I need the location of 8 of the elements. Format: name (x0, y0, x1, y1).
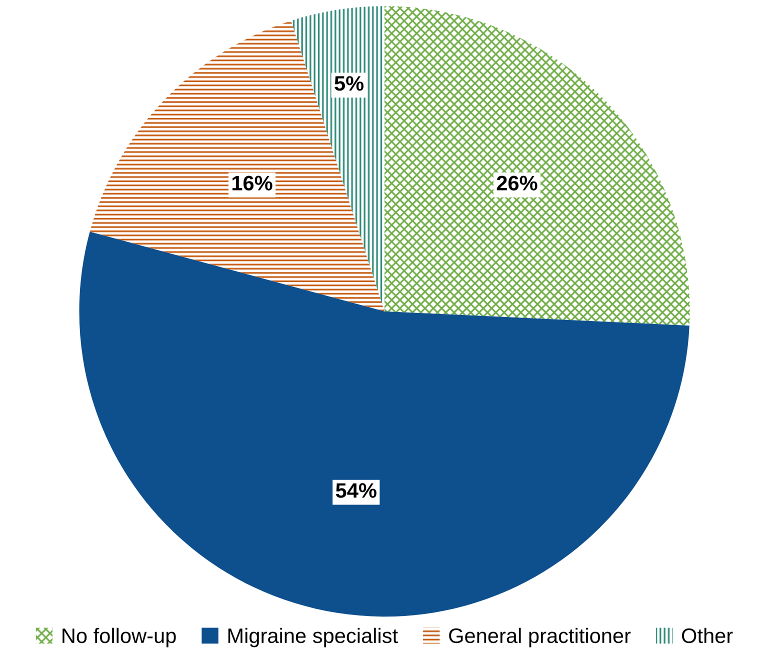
legend-label: No follow-up (62, 628, 176, 648)
data-label: 54% (336, 483, 376, 498)
legend-label: Other (682, 628, 733, 644)
data-label: 5% (334, 76, 364, 91)
legend-label: General practitioner (449, 628, 631, 648)
data-label: 16% (232, 176, 272, 190)
data-label: 26% (496, 176, 538, 190)
legend-label: Migraine specialist (228, 628, 398, 648)
